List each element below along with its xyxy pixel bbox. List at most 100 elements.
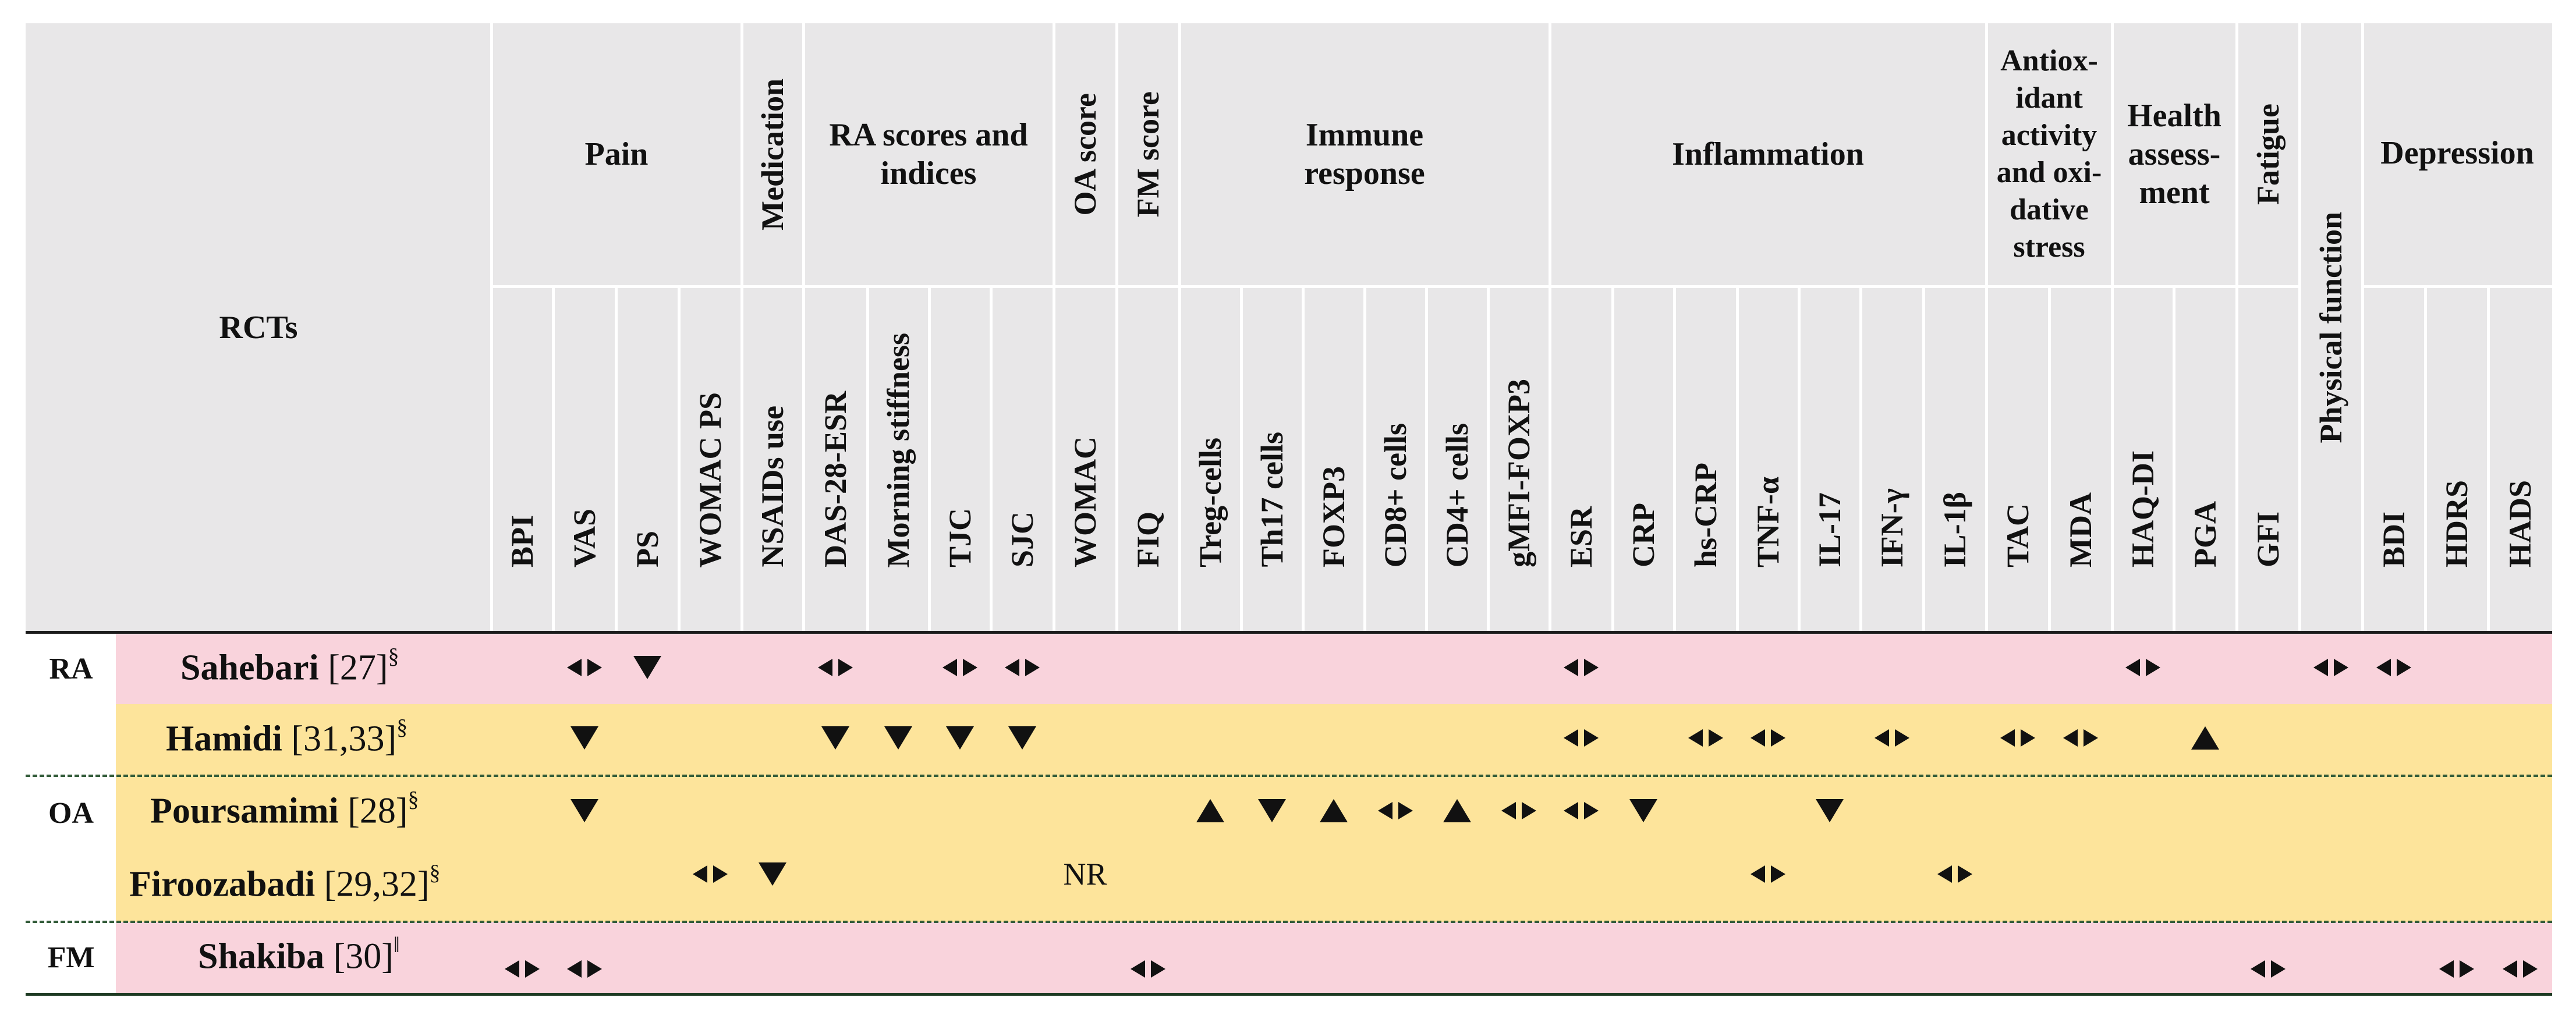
column-header: CRP — [1613, 288, 1674, 631]
column-header-label: PS — [630, 530, 665, 567]
no-change-icon — [2313, 659, 2348, 676]
column-header-label: BPI — [505, 514, 540, 567]
column-header-label: FIQ — [1131, 511, 1165, 567]
grid-line — [2298, 23, 2301, 631]
column-header: CD8+ cells — [1365, 288, 1426, 631]
no-change-icon — [1378, 802, 1413, 819]
group-header-antioxidant: Antiox- idant activity and oxi- dative s… — [1996, 44, 2102, 264]
column-header: TNF-α — [1737, 288, 1799, 631]
group-header-depression: Depression — [2380, 135, 2534, 171]
no-change-icon — [2503, 960, 2538, 978]
column-header: HDRS — [2425, 288, 2488, 631]
column-header: SJC — [991, 288, 1054, 631]
grid-line — [2361, 23, 2364, 631]
decrease-icon — [884, 726, 912, 750]
decrease-icon — [1629, 799, 1657, 822]
grid-line — [1985, 23, 1988, 631]
column-header-label: PGA — [2188, 501, 2223, 567]
column-header-label: Morning stiffness — [881, 332, 916, 568]
grid-line — [740, 23, 743, 631]
column-header: TJC — [929, 288, 991, 631]
row-poursamimi — [26, 775, 2552, 849]
column-header-label: hs-CRP — [1688, 462, 1723, 567]
study-label: Hamidi [31,33]§ — [166, 715, 408, 759]
decrease-icon — [946, 726, 974, 750]
no-change-icon — [2000, 729, 2035, 747]
column-header-label: CD4+ cells — [1440, 423, 1475, 567]
column-header-label: WOMAC PS — [693, 392, 728, 567]
column-header: DAS-28-ESR — [803, 288, 867, 631]
decrease-icon — [1816, 799, 1844, 822]
column-header-label: VAS — [567, 508, 602, 567]
group-header-pain: Pain — [584, 136, 649, 172]
grid-line — [2048, 285, 2051, 631]
no-change-icon — [1501, 802, 1536, 819]
increase-icon — [2191, 726, 2219, 750]
no-change-icon — [1937, 865, 1972, 883]
group-separator — [26, 921, 2552, 923]
body-top-rule — [26, 631, 2552, 634]
column-header: IL-17 — [1799, 288, 1861, 631]
grid-line — [1611, 285, 1614, 631]
column-header: CD4+ cells — [1426, 288, 1488, 631]
group-header-fatigue: Fatigue — [2251, 104, 2286, 205]
grid-line — [2424, 285, 2427, 631]
column-header-label: HADS — [2503, 480, 2538, 567]
column-header-label: CRP — [1626, 503, 1661, 567]
column-header-label: FOXP3 — [1316, 466, 1351, 567]
no-change-icon — [1564, 729, 1599, 747]
study-label: Poursamimi [28]§ — [150, 787, 419, 831]
column-header: PS — [616, 288, 679, 631]
grid-line — [1736, 285, 1739, 631]
column-header-label: SJC — [1005, 511, 1040, 567]
grid-line — [2487, 285, 2490, 631]
column-header: MDA — [2049, 288, 2112, 631]
no-change-icon — [1131, 960, 1165, 978]
group-label-column — [26, 634, 116, 993]
increase-icon — [1320, 799, 1348, 822]
column-header-label: BDI — [2376, 511, 2411, 567]
column-header-label: IFN-γ — [1875, 488, 1909, 567]
no-change-icon — [693, 865, 728, 883]
column-header: NSAIDs use — [742, 288, 803, 631]
column-header: GFI — [2237, 288, 2299, 631]
column-header-label: IL-17 — [1812, 492, 1847, 567]
column-header-label: CD8+ cells — [1378, 423, 1413, 567]
grid-line — [802, 23, 805, 631]
column-header-label: HAQ-DI — [2125, 450, 2160, 567]
grid-line — [1363, 285, 1366, 631]
column-header: HADS — [2488, 288, 2552, 631]
column-header: hs-CRP — [1674, 288, 1737, 631]
grid-line — [1487, 285, 1490, 631]
column-header-label: WOMAC — [1068, 436, 1103, 567]
grid-line — [1178, 23, 1181, 631]
column-header: WOMAC PS — [679, 288, 742, 631]
no-change-icon — [2251, 960, 2286, 978]
row-shakiba — [26, 922, 2552, 993]
no-change-icon — [1005, 659, 1040, 676]
table-header — [26, 23, 2552, 631]
decrease-icon — [759, 862, 786, 886]
column-header: Th17 cells — [1241, 288, 1303, 631]
grid-line — [615, 285, 618, 631]
column-header: VAS — [553, 288, 616, 631]
row-firoozabadi — [26, 849, 2552, 922]
decrease-icon — [821, 726, 849, 750]
grid-line — [1798, 285, 1801, 631]
no-change-icon — [1564, 659, 1599, 676]
column-header: Morning stiffness — [867, 288, 929, 631]
header-divider — [491, 285, 2299, 288]
grid-line — [1425, 285, 1428, 631]
column-header-label: NSAIDs use — [755, 406, 790, 567]
column-header-label: Th17 cells — [1255, 432, 1289, 567]
column-header: FOXP3 — [1303, 288, 1365, 631]
no-change-icon — [2063, 729, 2098, 747]
column-header-label: TNF-α — [1751, 476, 1785, 567]
no-change-icon — [2439, 960, 2474, 978]
decrease-icon — [571, 799, 598, 822]
group-separator — [26, 775, 2552, 777]
grid-line — [1549, 23, 1551, 631]
column-header: HAQ-DI — [2112, 288, 2174, 631]
column-header: ESR — [1550, 288, 1613, 631]
